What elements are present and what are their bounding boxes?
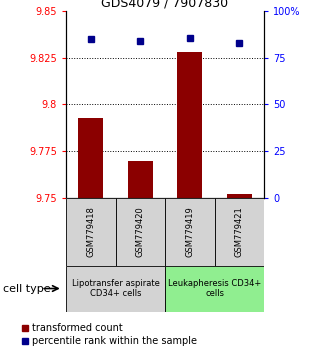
Text: GSM779421: GSM779421: [235, 206, 244, 257]
Bar: [79, 118, 103, 198]
Text: GSM779419: GSM779419: [185, 206, 194, 257]
Text: Leukapheresis CD34+
cells: Leukapheresis CD34+ cells: [168, 279, 261, 298]
Bar: [227, 194, 251, 198]
Bar: [128, 161, 152, 198]
Bar: [165, 266, 264, 312]
Bar: [165, 198, 214, 266]
Text: cell type: cell type: [3, 284, 51, 293]
Bar: [178, 52, 202, 198]
Bar: [115, 198, 165, 266]
Bar: [66, 266, 165, 312]
Bar: [66, 198, 115, 266]
Title: GDS4079 / 7907830: GDS4079 / 7907830: [101, 0, 229, 10]
Text: GSM779418: GSM779418: [86, 206, 95, 257]
Legend: transformed count, percentile rank within the sample: transformed count, percentile rank withi…: [21, 324, 197, 346]
Bar: [214, 198, 264, 266]
Text: GSM779420: GSM779420: [136, 206, 145, 257]
Text: Lipotransfer aspirate
CD34+ cells: Lipotransfer aspirate CD34+ cells: [72, 279, 159, 298]
